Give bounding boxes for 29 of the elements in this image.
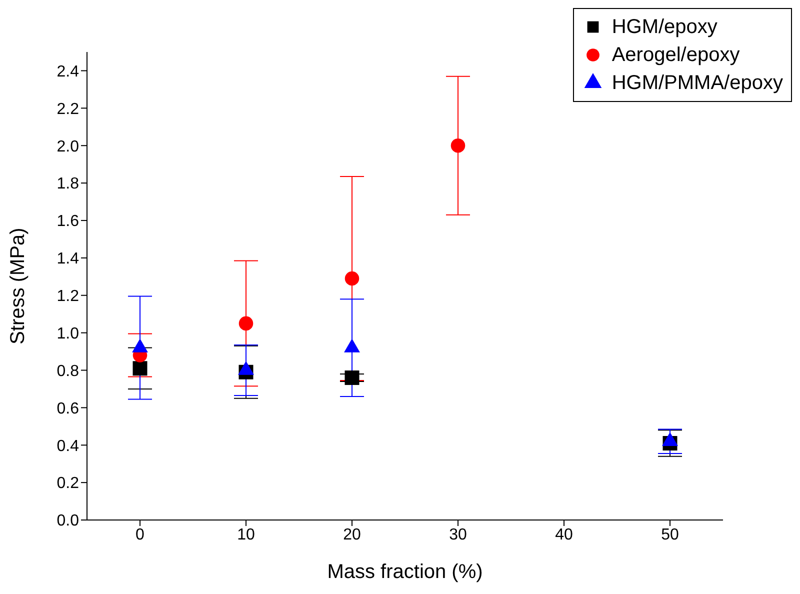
x-axis-title: Mass fraction (%) bbox=[327, 561, 483, 583]
y-tick-label: 0.6 bbox=[56, 400, 80, 418]
y-tick-label: 1.0 bbox=[56, 325, 80, 342]
y-tick-label: 0.0 bbox=[56, 512, 80, 530]
y-axis-title: Stress (MPa) bbox=[7, 228, 30, 344]
x-tick-label: 50 bbox=[661, 526, 679, 544]
y-tick-label: 0.8 bbox=[56, 362, 80, 380]
y-tick-label: 1.6 bbox=[56, 213, 80, 230]
legend-label: Aerogel/epoxy bbox=[612, 43, 740, 68]
y-tick-label: 0.2 bbox=[56, 475, 80, 492]
y-tick-label: 0.4 bbox=[56, 438, 80, 455]
y-tick-label: 2.2 bbox=[56, 100, 80, 118]
point bbox=[344, 271, 360, 286]
x-tick-label: 20 bbox=[343, 526, 361, 544]
y-tick-label: 1.2 bbox=[56, 288, 80, 306]
legend-label: HGM/PMMA/epoxy bbox=[612, 71, 783, 96]
x-tick-label: 0 bbox=[136, 526, 145, 544]
x-tick-label: 40 bbox=[555, 526, 573, 544]
x-tick-label: 10 bbox=[237, 526, 255, 544]
point bbox=[450, 138, 466, 153]
y-tick-label: 1.8 bbox=[56, 176, 80, 193]
y-tick-label: 2.4 bbox=[56, 63, 80, 80]
legend-label: HGM/epoxy bbox=[612, 15, 718, 40]
point bbox=[238, 316, 254, 331]
x-tick-label: 30 bbox=[449, 526, 467, 544]
point bbox=[132, 361, 148, 376]
y-tick-label: 2.0 bbox=[56, 138, 80, 156]
point bbox=[344, 370, 360, 385]
y-tick-label: 1.4 bbox=[56, 250, 80, 268]
